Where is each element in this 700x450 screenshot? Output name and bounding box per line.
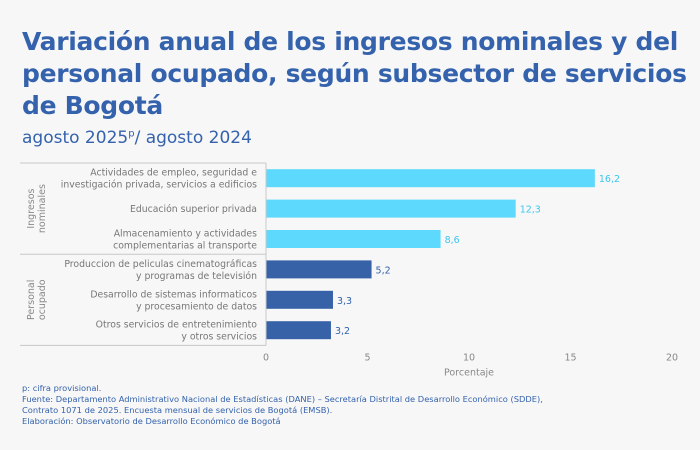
category-label: Actividades de empleo, seguridad e xyxy=(90,168,257,179)
category-label: y programas de televisión xyxy=(136,271,257,282)
x-tick-label: 0 xyxy=(263,352,269,363)
group-label: Personalocupado xyxy=(26,279,48,320)
bar xyxy=(266,321,331,340)
chart-title: Variación anual de los ingresos nominale… xyxy=(22,27,687,120)
subtitle-rest: / agosto 2024 xyxy=(134,128,252,148)
data-label: 3,2 xyxy=(335,326,350,337)
category-label: Produccion de peliculas cinematográficas xyxy=(64,259,257,270)
note-source: Fuente: Departamento Administrativo Naci… xyxy=(22,394,543,404)
data-label: 16,2 xyxy=(599,174,620,185)
x-tick-label: 15 xyxy=(564,352,576,363)
x-axis-label: Porcentaje xyxy=(444,367,494,378)
note-source-2: Contrato 1071 de 2025. Encuesta mensual … xyxy=(22,405,333,415)
footnotes: p: cifra provisional. Fuente: Departamen… xyxy=(22,383,543,427)
subtitle-text: agosto 2025 xyxy=(22,128,129,148)
category-label: Otros servicios de entretenimiento xyxy=(96,320,258,331)
bar xyxy=(266,169,595,188)
x-tick-label: 5 xyxy=(364,352,370,363)
data-label: 5,2 xyxy=(376,265,391,276)
x-tick-label: 10 xyxy=(463,352,475,363)
note-provisional: p: cifra provisional. xyxy=(22,383,102,393)
x-tick-label: 20 xyxy=(666,352,678,363)
category-label: Desarrollo de sistemas informaticos xyxy=(90,289,257,300)
bar xyxy=(266,199,516,218)
category-label: y otros servicios xyxy=(181,332,257,343)
category-label: complementarias al transporte xyxy=(113,241,257,252)
category-label: Educación superior privada xyxy=(130,204,257,215)
group-label: Ingresosnominales xyxy=(26,184,48,233)
category-label: Almacenamiento y actividades xyxy=(114,229,257,240)
chart-subtitle: agosto 2025p/ agosto 2024 xyxy=(22,128,252,148)
bar xyxy=(266,260,372,279)
data-label: 8,6 xyxy=(445,235,460,246)
data-label: 3,3 xyxy=(337,296,352,307)
data-label: 12,3 xyxy=(520,205,541,216)
subtitle-sup: p xyxy=(128,128,135,140)
bar xyxy=(266,230,441,248)
bar xyxy=(266,290,333,309)
note-elaboration: Elaboración: Observatorio de Desarrollo … xyxy=(22,416,281,426)
category-label: investigación privada, servicios a edifi… xyxy=(61,180,257,191)
category-label: y procesamiento de datos xyxy=(136,301,257,312)
